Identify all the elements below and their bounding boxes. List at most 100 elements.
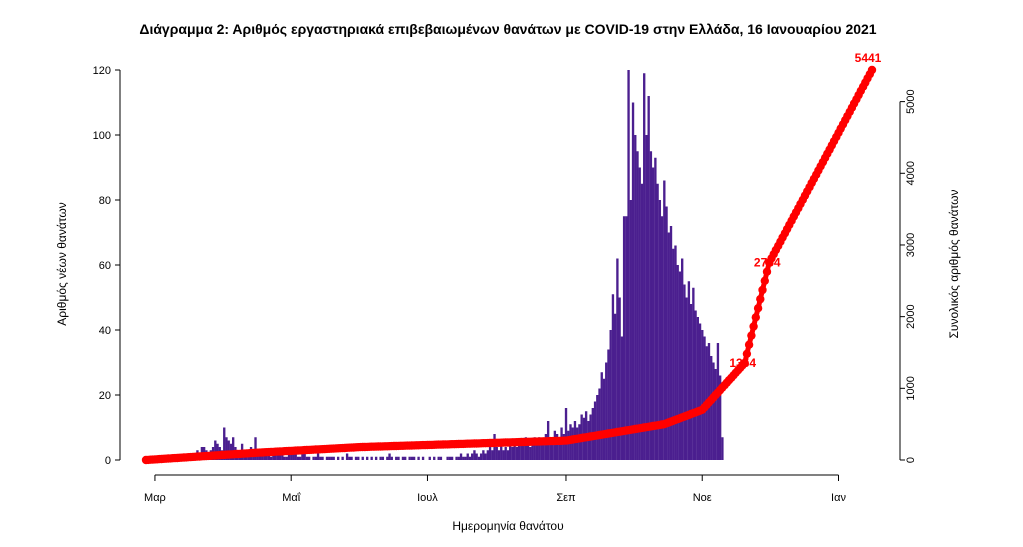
- bar: [214, 440, 217, 460]
- bar: [629, 200, 632, 460]
- bar: [660, 216, 664, 460]
- bar: [593, 401, 597, 460]
- bar: [455, 456, 458, 460]
- bar: [401, 456, 405, 460]
- bar: [466, 453, 469, 460]
- y-tick-label: 80: [99, 195, 111, 207]
- bar: [602, 378, 606, 460]
- y2-tick-label: 4000: [905, 161, 917, 185]
- bar: [301, 453, 304, 460]
- y2-axis-title: Συνολικός αριθμός θανάτων: [947, 189, 961, 338]
- y2-tick-label: 1000: [905, 376, 917, 400]
- bar: [718, 375, 722, 460]
- x-tick-label: Μαΐ: [282, 492, 301, 504]
- bar: [299, 456, 302, 460]
- y2-tick-label: 5000: [905, 89, 917, 113]
- bar: [397, 456, 400, 460]
- bar: [562, 434, 565, 460]
- bar: [529, 447, 532, 460]
- bar: [674, 245, 677, 460]
- bar: [542, 440, 545, 460]
- annotations-group: 1354 2754 5441: [729, 51, 881, 370]
- bar: [484, 453, 487, 460]
- bar: [473, 450, 476, 460]
- bar: [332, 456, 335, 460]
- bar: [307, 456, 311, 460]
- cumulative-point: [749, 322, 758, 331]
- bar: [412, 456, 416, 460]
- bar: [638, 167, 641, 460]
- bar: [459, 453, 463, 460]
- bar: [683, 284, 686, 460]
- bar: [555, 434, 559, 460]
- bar: [278, 453, 282, 460]
- bar: [564, 408, 568, 460]
- bar: [328, 456, 331, 460]
- bar: [647, 96, 650, 460]
- bar: [316, 453, 320, 460]
- bar: [663, 180, 666, 460]
- bar: [509, 440, 512, 460]
- bar: [609, 330, 612, 460]
- bar: [504, 447, 507, 460]
- bar: [464, 456, 467, 460]
- bar: [225, 437, 228, 460]
- bar: [625, 216, 628, 460]
- bar: [283, 456, 286, 460]
- bar: [558, 437, 561, 460]
- bar: [500, 443, 503, 460]
- y2-tick-label: 3000: [905, 233, 917, 257]
- bar: [676, 265, 679, 460]
- bar: [312, 456, 315, 460]
- bar: [698, 323, 702, 460]
- bar: [703, 336, 706, 460]
- bar: [685, 297, 688, 460]
- bar: [531, 440, 534, 460]
- bar: [687, 281, 691, 460]
- bar: [636, 151, 639, 460]
- bar: [428, 456, 431, 460]
- bar: [611, 294, 615, 460]
- x-tick-label: Νοε: [693, 492, 712, 504]
- bar: [598, 388, 601, 460]
- cumulative-point: [753, 304, 763, 313]
- bar: [265, 453, 268, 460]
- bar: [631, 102, 635, 460]
- bar: [721, 437, 724, 460]
- bar: [475, 453, 478, 460]
- bar: [386, 456, 389, 460]
- y-tick-label: 100: [93, 130, 111, 142]
- bar: [296, 456, 300, 460]
- bar: [488, 447, 492, 460]
- bar: [667, 232, 670, 460]
- bar: [223, 427, 226, 460]
- bar: [370, 456, 373, 460]
- bar: [520, 443, 523, 460]
- y-tick-label: 120: [93, 65, 111, 77]
- bar: [605, 362, 608, 460]
- cumulative-annotation: 2754: [754, 256, 781, 270]
- bar: [515, 447, 519, 460]
- bar: [522, 440, 525, 460]
- bar: [269, 456, 273, 460]
- bar: [325, 456, 329, 460]
- bar: [272, 453, 275, 460]
- bar: [716, 343, 720, 460]
- bar: [651, 167, 655, 460]
- bar: [395, 456, 398, 460]
- cumulative-annotation: 1354: [729, 356, 756, 370]
- bar: [348, 456, 351, 460]
- y-axis-title: Αριθμός νέων θανάτων: [55, 202, 69, 325]
- bar: [645, 135, 648, 460]
- cumulative-point: [742, 349, 752, 358]
- bar: [350, 456, 353, 460]
- bar: [479, 453, 483, 460]
- cumulative-point: [740, 358, 749, 368]
- bar: [267, 453, 271, 460]
- bar: [607, 349, 610, 460]
- bar: [477, 456, 481, 460]
- bar: [357, 456, 360, 460]
- cumulative-point: [867, 65, 877, 75]
- bar: [549, 437, 552, 460]
